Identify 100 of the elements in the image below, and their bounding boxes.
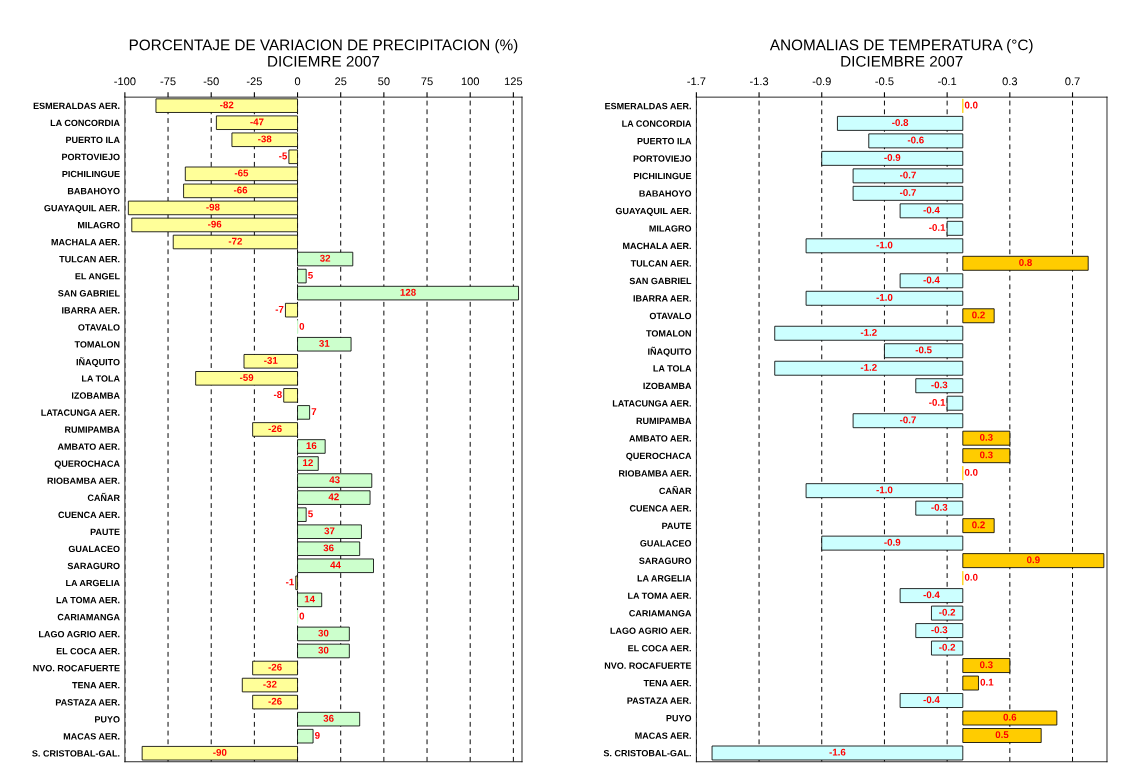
data-label: 5 [308,510,313,518]
data-label: 0.2 [972,311,985,319]
data-label: -5 [279,152,288,160]
bar [962,308,995,324]
y-tick-label: S. CRISTOBAL-GAL. [32,750,120,757]
data-label: 0 [299,322,305,330]
y-tick-label: LA CONCORDIA [622,120,692,127]
x-tick-label: -25 [246,77,262,86]
data-label: -98 [206,203,220,211]
y-tick-label: CUENCA AER. [58,511,120,519]
y-tick-label: ESMERALDAS AER. [33,102,120,110]
data-label: -38 [258,135,272,143]
data-label: -0.7 [899,171,916,179]
y-tick-label: QUEROCHACA [626,452,692,461]
data-label: -0.4 [923,206,940,214]
data-label: 0 [299,612,305,620]
data-label: 0.3 [979,451,993,459]
y-tick-label: CARIAMANGA [629,610,692,617]
y-tick-label: TOMALON [74,341,120,348]
y-tick-label: MILAGRO [77,221,120,229]
data-label: -66 [233,186,248,194]
y-tick-label: PUERTO ILA [66,136,120,144]
data-label: -0.3 [931,503,948,511]
y-tick-label: LAGO AGRIO AER. [610,627,691,634]
y-tick-label: PUERTO ILA [637,137,692,145]
data-label: 30 [318,629,329,637]
data-label: -96 [208,220,222,228]
data-label: -0.4 [923,696,940,704]
y-tick-label: MACAS AER. [635,732,691,739]
x-tick-label: -1.3 [749,77,769,86]
y-tick-label: LATACUNGA AER. [612,400,691,407]
y-tick-label: AMBATO AER. [629,435,691,442]
y-tick-label: S. CRISTOBAL-GAL. [603,749,691,757]
data-label: -26 [268,663,282,671]
data-label: 0.9 [1026,556,1040,564]
y-tick-label: LA TOLA [653,365,692,372]
y-tick-label: TENA AER. [72,682,120,689]
y-tick-label: LA TOMA AER. [628,592,691,599]
y-tick-label: OTAVALO [78,324,120,331]
x-tick-label: -0.1 [938,77,957,86]
data-label: -0.9 [884,538,901,546]
y-tick-label: CUENCA AER. [629,505,691,512]
data-label: -47 [250,118,264,126]
y-tick-label: PORTOVIEJO [62,153,120,161]
data-label: -1.2 [860,363,877,371]
bar [962,518,995,534]
data-label: -0.5 [915,346,932,354]
data-label: 0.0 [964,573,978,581]
x-tick-label: 50 [378,77,390,86]
data-label: -1.2 [860,328,877,336]
y-tick-label: EL COCA AER. [56,647,120,655]
y-tick-label: IZOBAMBA [643,382,692,390]
data-label: 30 [318,646,329,654]
data-label: 9 [315,731,320,739]
x-tick-label: -0.5 [875,77,894,86]
y-tick-label: GUALACEO [640,540,692,547]
data-label: 0.3 [979,433,993,441]
y-tick-label: GUAYAQUIL AER. [615,207,691,216]
y-tick-label: LATACUNGA AER. [41,409,120,416]
data-label: 36 [323,544,334,552]
x-tick-label: 100 [461,77,480,86]
y-tick-label: CAÑAR [87,492,120,501]
y-tick-label: ESMERALDAS AER. [605,102,691,110]
y-tick-label: LA ARGELIA [66,579,120,587]
data-label: -31 [264,357,278,364]
data-label: -0.2 [939,643,956,651]
data-label: -0.6 [907,136,924,144]
y-tick-label: TOMALON [646,330,691,337]
data-label: -0.2 [939,608,956,616]
y-tick-label: RUMIPAMBA [65,426,120,433]
y-tick-label: TENA AER. [643,680,691,687]
data-label: 32 [319,254,331,262]
data-label: 0.0 [964,101,978,109]
y-tick-label: SAN GABRIEL [58,290,120,297]
data-label: 12 [303,459,313,467]
y-tick-label: AMBATO AER. [57,443,120,450]
y-tick-label: MACHALA AER. [51,238,120,246]
y-tick-label: PUYO [666,714,692,722]
data-label: 31 [319,339,330,347]
y-tick-label: MACHALA AER. [623,242,691,250]
y-tick-label: NVO. ROCAFUERTE [604,662,692,669]
y-tick-label: RIOBAMBA AER. [47,477,120,484]
y-tick-label: CARIAMANGA [57,613,120,621]
data-label: 0.6 [1003,713,1017,721]
y-tick-label: PAUTE [662,522,692,529]
data-label: 128 [400,288,416,296]
y-tick-label: PASTAZA AER. [627,697,691,704]
data-label: -1.0 [876,241,893,249]
y-tick-label: PASTAZA AER. [55,699,120,706]
data-label: -82 [220,101,234,109]
data-label: -1.0 [876,486,893,494]
data-label: -1.0 [876,294,893,301]
x-tick-label: 25 [335,77,347,86]
data-label: -0.1 [929,224,946,231]
y-tick-label: NVO. ROCAFUERTE [33,664,120,672]
data-label: 44 [330,561,341,569]
data-label: -7 [275,305,284,313]
y-tick-label: EL ANGEL [75,273,120,280]
data-label: 0.3 [979,661,993,669]
y-tick-label: LA CONCORDIA [50,119,120,127]
